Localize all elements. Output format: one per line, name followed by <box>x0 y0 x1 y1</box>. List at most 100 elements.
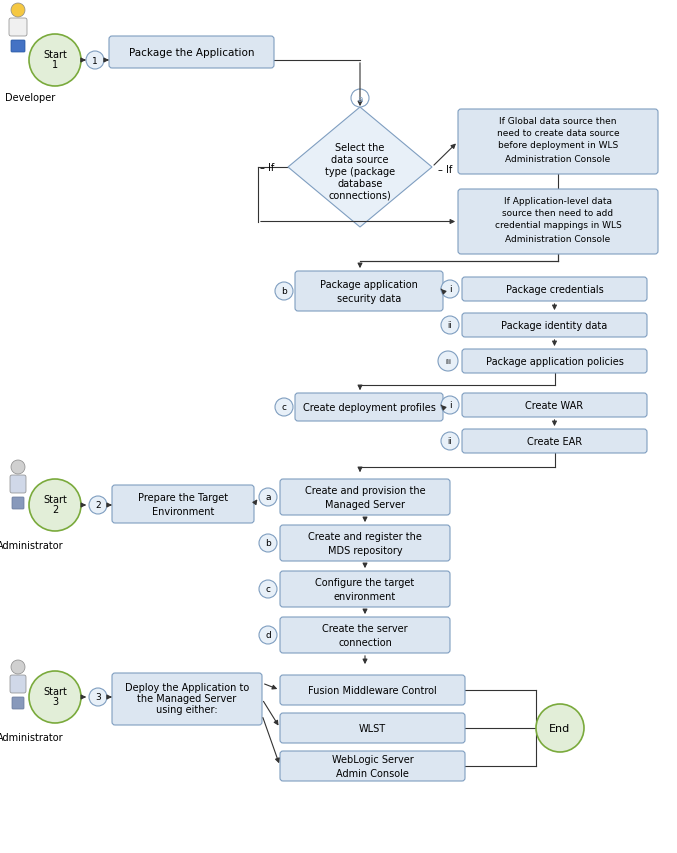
Circle shape <box>441 432 459 450</box>
FancyBboxPatch shape <box>11 41 25 53</box>
FancyBboxPatch shape <box>462 430 647 454</box>
Text: Administrator: Administrator <box>0 732 64 742</box>
Circle shape <box>259 534 277 553</box>
FancyBboxPatch shape <box>280 572 450 607</box>
Text: Create and provision the: Create and provision the <box>305 485 425 496</box>
Text: Create the server: Create the server <box>322 624 408 633</box>
FancyBboxPatch shape <box>112 485 254 524</box>
Circle shape <box>275 282 293 300</box>
Circle shape <box>89 688 107 706</box>
Text: Select the: Select the <box>335 142 385 153</box>
Text: need to create data source: need to create data source <box>497 130 619 138</box>
Text: If Global data source then: If Global data source then <box>499 118 617 126</box>
Text: Configure the target: Configure the target <box>315 577 414 588</box>
Text: the Managed Server: the Managed Server <box>137 693 237 703</box>
Text: 1: 1 <box>92 56 98 66</box>
Text: Fusion Middleware Control: Fusion Middleware Control <box>308 685 437 695</box>
Text: Managed Server: Managed Server <box>325 499 405 509</box>
Text: If Application-level data: If Application-level data <box>504 197 612 206</box>
Text: Package application policies: Package application policies <box>485 357 624 367</box>
Circle shape <box>441 397 459 415</box>
Text: End: End <box>549 723 571 733</box>
FancyBboxPatch shape <box>10 475 26 493</box>
Text: ii: ii <box>447 437 452 446</box>
FancyBboxPatch shape <box>295 272 443 311</box>
Circle shape <box>86 52 104 70</box>
FancyBboxPatch shape <box>280 713 465 743</box>
Text: 1: 1 <box>52 60 58 70</box>
FancyBboxPatch shape <box>109 37 274 69</box>
Text: database: database <box>337 179 383 189</box>
Text: Administration Console: Administration Console <box>505 155 611 165</box>
Text: a: a <box>265 493 271 502</box>
Circle shape <box>259 580 277 598</box>
Text: Prepare the Target: Prepare the Target <box>138 492 228 502</box>
Text: 3: 3 <box>95 693 101 702</box>
Text: Start: Start <box>43 50 67 60</box>
Text: Start: Start <box>43 686 67 696</box>
Circle shape <box>441 316 459 334</box>
Text: b: b <box>265 539 271 548</box>
Circle shape <box>89 496 107 514</box>
Text: a: a <box>357 95 363 103</box>
Text: – If: – If <box>260 163 274 173</box>
Circle shape <box>438 351 458 372</box>
FancyBboxPatch shape <box>10 676 26 693</box>
Text: Package credentials: Package credentials <box>506 285 603 294</box>
Text: d: d <box>265 630 271 640</box>
FancyBboxPatch shape <box>112 673 262 725</box>
Circle shape <box>29 479 81 531</box>
Text: Deploy the Application to: Deploy the Application to <box>125 682 249 692</box>
Text: MDS repository: MDS repository <box>328 545 402 555</box>
Text: i: i <box>449 285 452 294</box>
Circle shape <box>11 4 25 18</box>
FancyBboxPatch shape <box>458 189 658 255</box>
Text: WLST: WLST <box>359 723 386 733</box>
FancyBboxPatch shape <box>12 497 24 509</box>
Circle shape <box>536 705 584 752</box>
Text: connection: connection <box>338 637 392 647</box>
Text: Admin Console: Admin Console <box>336 768 409 778</box>
FancyBboxPatch shape <box>462 350 647 374</box>
FancyBboxPatch shape <box>462 278 647 302</box>
Circle shape <box>259 626 277 644</box>
Text: iii: iii <box>445 358 451 364</box>
Circle shape <box>11 461 25 474</box>
Text: Create and register the: Create and register the <box>308 531 422 542</box>
Text: Package identity data: Package identity data <box>502 321 608 331</box>
FancyBboxPatch shape <box>280 479 450 515</box>
Circle shape <box>259 489 277 507</box>
FancyBboxPatch shape <box>9 19 27 37</box>
Circle shape <box>351 90 369 107</box>
FancyBboxPatch shape <box>12 697 24 709</box>
Text: i: i <box>449 401 452 410</box>
Text: ii: ii <box>447 321 452 330</box>
FancyBboxPatch shape <box>462 393 647 417</box>
Text: before deployment in WLS: before deployment in WLS <box>498 142 618 150</box>
FancyBboxPatch shape <box>462 314 647 338</box>
Circle shape <box>275 398 293 416</box>
Text: Administrator: Administrator <box>0 540 64 550</box>
Text: Start: Start <box>43 495 67 504</box>
FancyBboxPatch shape <box>280 676 465 705</box>
Text: environment: environment <box>334 591 396 601</box>
Text: type (package: type (package <box>325 167 395 177</box>
Text: using either:: using either: <box>156 705 218 714</box>
Circle shape <box>29 671 81 723</box>
FancyBboxPatch shape <box>280 618 450 653</box>
Circle shape <box>29 35 81 87</box>
Text: source then need to add: source then need to add <box>502 209 613 218</box>
Text: 2: 2 <box>95 501 101 510</box>
Text: data source: data source <box>331 154 389 165</box>
Text: credential mappings in WLS: credential mappings in WLS <box>495 221 621 230</box>
Text: Create EAR: Create EAR <box>527 437 582 446</box>
Text: c: c <box>265 585 271 594</box>
Text: 3: 3 <box>52 696 58 706</box>
Text: Package the Application: Package the Application <box>129 48 255 58</box>
Text: connections): connections) <box>328 191 391 200</box>
FancyBboxPatch shape <box>280 751 465 781</box>
Text: Create WAR: Create WAR <box>525 401 584 410</box>
FancyBboxPatch shape <box>458 110 658 175</box>
Text: 2: 2 <box>52 504 58 514</box>
Text: Package application: Package application <box>320 280 418 290</box>
